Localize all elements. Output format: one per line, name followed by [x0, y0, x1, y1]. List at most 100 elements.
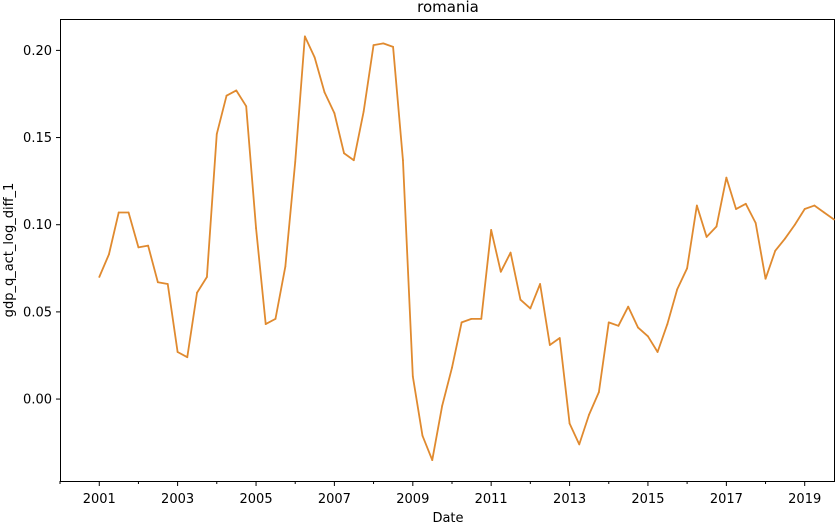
data-point [362, 110, 365, 113]
data-point [431, 459, 434, 461]
data-point [108, 253, 110, 256]
data-point [333, 112, 336, 115]
chart-title: romania [417, 0, 479, 16]
data-point [833, 218, 835, 221]
data-point [372, 44, 375, 47]
data-point [323, 91, 326, 94]
data-point [460, 321, 463, 324]
data-point [441, 405, 444, 407]
data-point [617, 324, 620, 327]
x-tick-label: 2009 [396, 492, 429, 507]
x-tick-label: 2011 [475, 492, 508, 507]
data-point [607, 321, 610, 324]
x-tick-label: 2017 [710, 492, 743, 507]
data-point [695, 204, 698, 207]
y-tick-label: 0.20 [23, 44, 52, 59]
data-point [656, 351, 659, 353]
data-point [588, 413, 590, 416]
data-point [451, 366, 453, 369]
data-point [803, 208, 806, 210]
data-point [255, 227, 257, 230]
data-point [764, 277, 767, 280]
data-point [529, 307, 532, 310]
series-layer [98, 35, 835, 461]
y-tick-label: 0.15 [23, 131, 52, 146]
data-point [568, 422, 571, 425]
x-tick-label: 2003 [161, 492, 194, 507]
x-tick-label: 2015 [631, 492, 664, 507]
data-point [490, 229, 493, 231]
data-point [166, 283, 169, 285]
data-point [352, 159, 355, 162]
data-point [519, 298, 522, 301]
data-point [558, 337, 561, 339]
y-axis-label: gdp_q_act_log_diff_1 [2, 183, 17, 318]
data-point [402, 159, 404, 162]
data-point [744, 202, 747, 205]
data-point [274, 317, 277, 320]
x-tick-label: 2001 [83, 492, 116, 507]
data-point [392, 45, 394, 48]
y-tick-label: 0.00 [23, 393, 52, 408]
data-point [715, 225, 718, 228]
data-point [264, 323, 267, 325]
data-point [499, 270, 502, 273]
data-point [294, 161, 297, 163]
x-tick-label: 2013 [553, 492, 586, 507]
data-point [666, 323, 669, 325]
data-point [127, 211, 130, 214]
data-point [215, 133, 218, 135]
data-point [156, 281, 159, 284]
data-point [578, 443, 581, 446]
plot-frame [60, 19, 835, 482]
data-point [147, 244, 150, 247]
data-point [117, 211, 120, 214]
data-point [754, 222, 757, 224]
data-point [637, 326, 639, 329]
data-point [686, 267, 688, 270]
data-point [480, 317, 483, 320]
data-point [647, 335, 649, 338]
data-point [382, 42, 385, 45]
data-point [509, 251, 512, 254]
data-point [539, 283, 541, 285]
data-point [313, 56, 316, 59]
data-point [196, 291, 198, 294]
data-point [548, 344, 551, 346]
data-point [676, 288, 679, 291]
data-point [627, 305, 630, 308]
data-point [206, 276, 208, 278]
data-point [245, 105, 248, 108]
data-point [137, 246, 140, 249]
data-point [823, 211, 826, 214]
data-point [235, 89, 238, 92]
data-point [421, 434, 424, 437]
data-point [705, 236, 708, 238]
data-point [284, 265, 287, 268]
data-point [793, 223, 796, 226]
data-point [784, 237, 786, 240]
data-point [186, 356, 189, 359]
data-point [813, 204, 816, 207]
data-point [176, 351, 179, 353]
series-line [98, 35, 835, 461]
x-tick-label: 2005 [240, 492, 273, 507]
data-point [98, 276, 101, 278]
data-point [735, 208, 737, 210]
data-point [303, 35, 306, 38]
y-tick-label: 0.10 [23, 218, 52, 233]
data-point [470, 317, 473, 320]
data-point [225, 94, 228, 97]
data-point [343, 152, 345, 155]
x-tick-label: 2007 [318, 492, 351, 507]
data-point [774, 249, 777, 252]
data-point [411, 375, 414, 378]
y-axis: 0.00 0.05 0.10 0.15 0.20 [23, 44, 60, 408]
x-axis-label: Date [432, 511, 463, 525]
y-tick-label: 0.05 [23, 305, 52, 320]
data-point [725, 176, 728, 179]
x-axis: 2001 2003 2005 2007 2009 2011 2013 2015 2017 2019 [59, 481, 821, 507]
x-tick-label: 2019 [788, 492, 821, 507]
data-point [597, 391, 600, 393]
